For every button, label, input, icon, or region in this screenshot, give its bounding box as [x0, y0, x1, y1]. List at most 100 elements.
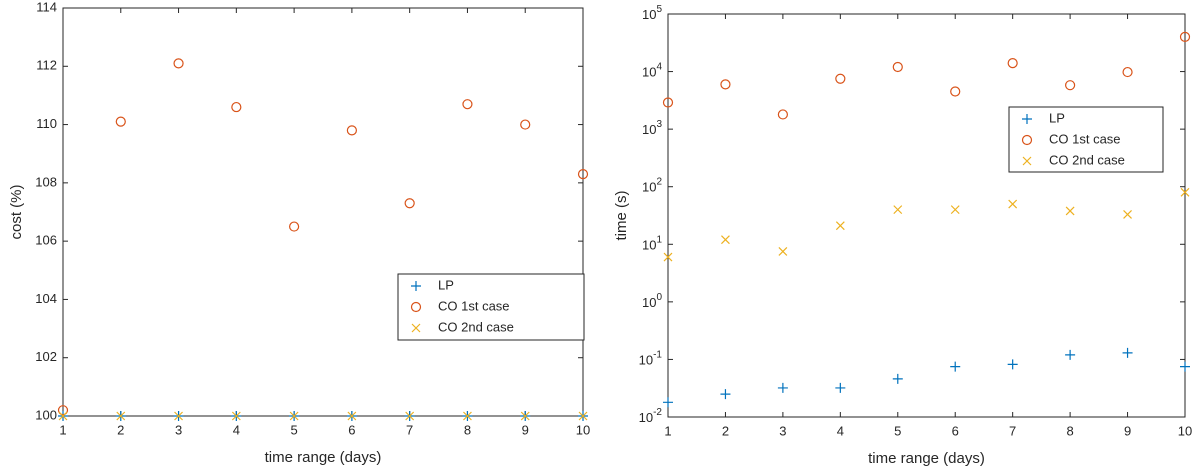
legend-marker	[410, 301, 422, 313]
marker	[950, 361, 961, 372]
marker	[173, 58, 184, 69]
marker	[577, 169, 589, 180]
marker	[663, 252, 673, 262]
x-tick-label: 6	[952, 423, 959, 438]
x-tick-label: 5	[894, 423, 901, 438]
y-tick-label: 104	[35, 291, 57, 306]
y-tick-label: 103	[642, 119, 662, 138]
y-tick-label: 105	[642, 4, 662, 23]
y-tick-label: 101	[642, 234, 662, 253]
marker	[892, 373, 903, 384]
legend	[397, 273, 585, 341]
marker	[404, 198, 415, 209]
x-tick-label: 1	[59, 422, 66, 437]
marker	[777, 109, 788, 120]
marker	[405, 411, 415, 421]
y-tick-label: 100	[642, 291, 662, 310]
marker	[115, 116, 126, 127]
marker	[720, 79, 731, 90]
x-tick-label: 4	[837, 423, 844, 438]
x-tick-label: 2	[722, 423, 729, 438]
marker	[1007, 359, 1018, 370]
marker	[777, 382, 788, 393]
marker	[520, 411, 530, 421]
legend-label: CO 1st case	[438, 298, 510, 313]
marker	[721, 235, 730, 245]
marker	[1008, 199, 1018, 209]
marker	[1180, 187, 1190, 197]
x-tick-label: 2	[117, 422, 124, 437]
marker	[662, 97, 674, 108]
marker	[231, 411, 241, 421]
y-tick-label: 104	[642, 61, 662, 80]
marker	[950, 86, 961, 97]
y-tick-label: 100	[35, 407, 57, 422]
legend-label: CO 2nd case	[438, 319, 514, 334]
marker	[950, 205, 960, 215]
plot-area	[667, 13, 1186, 418]
x-axis-label: time range (days)	[868, 450, 985, 467]
x-tick-label: 3	[779, 423, 786, 438]
legend-label: LP	[1049, 110, 1065, 125]
y-tick-label: 106	[35, 233, 57, 248]
legend-label: CO 2nd case	[1049, 152, 1125, 167]
marker	[520, 119, 531, 130]
x-axis-label: time range (days)	[265, 449, 382, 466]
legend-marker	[411, 281, 421, 291]
marker	[892, 61, 903, 73]
legend	[1008, 106, 1164, 173]
marker	[347, 411, 357, 421]
marker	[58, 411, 68, 421]
legend-label: LP	[438, 277, 454, 292]
marker	[462, 99, 473, 110]
marker	[231, 101, 242, 113]
legend-marker	[1022, 114, 1032, 124]
marker	[289, 411, 299, 421]
y-tick-label: 102	[642, 176, 662, 195]
marker	[835, 221, 845, 231]
y-tick-label: 10-2	[639, 407, 663, 426]
x-tick-label: 3	[175, 422, 182, 437]
legend-marker	[1021, 134, 1033, 146]
x-tick-label: 1	[664, 423, 671, 438]
marker	[1179, 31, 1191, 43]
x-tick-label: 6	[348, 422, 355, 437]
marker	[1065, 80, 1076, 91]
y-axis-label: cost (%)	[8, 184, 25, 239]
x-tick-label: 9	[522, 422, 529, 437]
x-tick-label: 9	[1124, 423, 1131, 438]
plot-area	[62, 7, 584, 417]
marker	[663, 397, 673, 408]
marker	[1122, 66, 1133, 78]
marker	[1180, 361, 1190, 372]
marker	[289, 221, 300, 232]
x-tick-label: 10	[576, 422, 590, 437]
marker	[1007, 58, 1018, 69]
y-tick-label: 10-1	[639, 349, 663, 368]
marker	[1065, 349, 1076, 360]
x-tick-label: 5	[290, 422, 297, 437]
marker	[1065, 206, 1075, 216]
x-tick-label: 8	[1066, 423, 1073, 438]
marker	[57, 405, 69, 416]
marker	[1122, 347, 1133, 358]
marker	[1123, 210, 1132, 219]
marker	[835, 382, 846, 393]
y-tick-label: 102	[35, 349, 57, 364]
y-tick-label: 110	[36, 116, 57, 131]
y-tick-label: 112	[36, 58, 57, 73]
x-tick-label: 7	[406, 422, 413, 437]
x-tick-label: 8	[464, 422, 471, 437]
y-tick-label: 108	[35, 174, 57, 189]
marker	[346, 125, 357, 136]
marker	[720, 389, 731, 400]
legend-marker	[1022, 156, 1032, 166]
legend-marker	[411, 323, 421, 333]
marker	[835, 73, 846, 84]
marker	[116, 411, 126, 421]
y-axis-label: time (s)	[613, 191, 630, 241]
legend-label: CO 1st case	[1049, 131, 1121, 146]
x-tick-label: 10	[1178, 423, 1192, 438]
marker	[578, 411, 588, 421]
